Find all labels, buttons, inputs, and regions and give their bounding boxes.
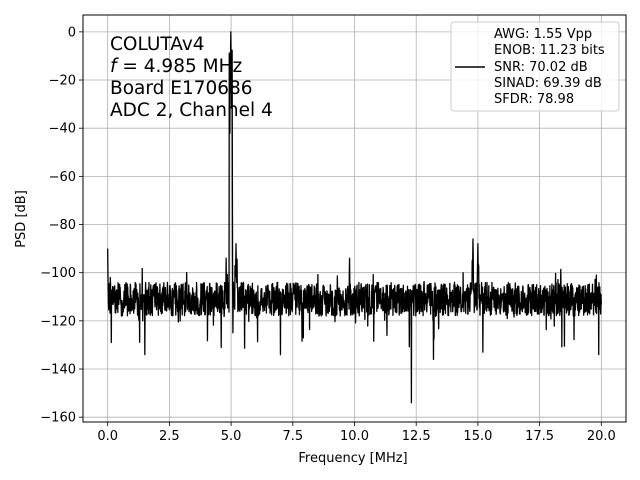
- y-tick-label: −160: [40, 411, 76, 426]
- y-tick-label: −140: [40, 363, 76, 378]
- x-tick-label: 17.5: [525, 429, 554, 444]
- legend: AWG: 1.55 Vpp ENOB: 11.23 bits SNR: 70.0…: [450, 21, 620, 112]
- y-tick-label: −120: [40, 314, 76, 329]
- psd-series-line: [107, 31, 602, 404]
- x-tick-label: 7.5: [282, 429, 303, 444]
- annotation-frequency-symbol: f: [110, 56, 119, 77]
- x-tick-label: 0.0: [97, 429, 118, 444]
- x-tick-label: 20.0: [587, 429, 616, 444]
- legend-box: [450, 21, 620, 112]
- x-tick-label: 2.5: [159, 429, 180, 444]
- annotation-line-2: f = 4.985 MHz: [110, 56, 242, 77]
- legend-line-sfdr: SFDR: 78.98: [494, 92, 574, 107]
- legend-line-sinad: SINAD: 69.39 dB: [494, 76, 602, 91]
- x-tick-label: 15.0: [463, 429, 492, 444]
- y-tick-label: −100: [40, 266, 76, 281]
- y-tick-label: −60: [49, 170, 76, 185]
- y-axis-label: PSD [dB]: [14, 190, 29, 248]
- series-layer: [107, 31, 602, 404]
- annotation-line-1: COLUTAv4: [110, 34, 205, 55]
- ticks: 0.0 2.5 5.0 7.5 10.0 12.5 15.0 17.5 20.0 0 −20 −40 −…: [40, 25, 616, 444]
- annotation-line-4: ADC 2, Channel 4: [110, 100, 273, 121]
- y-tick-label: −40: [49, 122, 76, 137]
- y-tick-label: 0: [68, 25, 76, 40]
- annotation-line-3: Board E170686: [110, 78, 253, 99]
- legend-line-snr: SNR: 70.02 dB: [494, 60, 588, 75]
- annotation-frequency-value: = 4.985 MHz: [117, 56, 243, 77]
- x-tick-label: 10.0: [340, 429, 369, 444]
- legend-line-enob: ENOB: 11.23 bits: [494, 43, 605, 58]
- legend-line-awg: AWG: 1.55 Vpp: [494, 27, 592, 42]
- x-axis-label: Frequency [MHz]: [298, 451, 407, 466]
- y-tick-label: −20: [49, 74, 76, 89]
- x-tick-label: 5.0: [221, 429, 242, 444]
- x-tick-label: 12.5: [402, 429, 431, 444]
- annotation-block: COLUTAv4 f = 4.985 MHz Board E170686 ADC…: [110, 34, 273, 121]
- y-tick-label: −80: [49, 218, 76, 233]
